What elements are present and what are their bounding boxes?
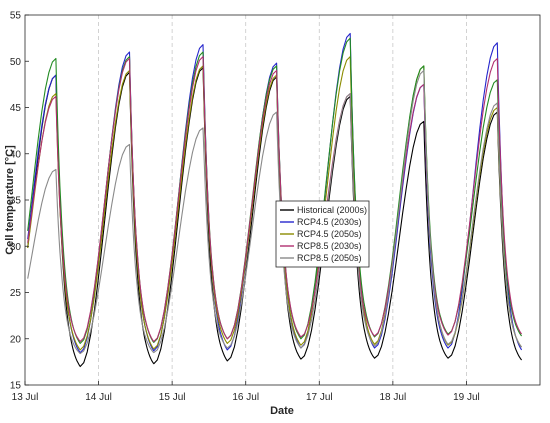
x-tick-label: 14 Jul <box>85 392 112 403</box>
legend-label: RCP8.5 (2030s) <box>297 241 362 251</box>
x-tick-label: 15 Jul <box>159 392 186 403</box>
x-axis-title: Date <box>270 405 294 417</box>
legend-label: RCP8.5 (2050s) <box>297 253 362 263</box>
y-tick-label: 30 <box>10 242 22 253</box>
x-tick-label: 17 Jul <box>306 392 333 403</box>
y-tick-label: 50 <box>10 57 22 68</box>
series-line-5 <box>27 69 523 355</box>
y-tick-label: 25 <box>10 288 22 299</box>
x-tick-label: 18 Jul <box>380 392 407 403</box>
x-tick-label: 13 Jul <box>12 392 39 403</box>
y-axis: 15 20 25 30 35 40 45 50 55 <box>10 11 29 392</box>
legend-label: Historical (2000s) <box>297 205 367 215</box>
x-axis: 13 Jul 14 Jul 15 Jul 16 Jul 17 Jul 18 Jul 19 J… <box>12 381 480 403</box>
legend-label: RCP4.5 (2050s) <box>297 229 362 239</box>
y-tick-label: 40 <box>10 149 22 160</box>
y-axis-title: Cell temperature [°C] <box>4 145 16 255</box>
y-tick-label: 55 <box>10 11 22 22</box>
legend: Historical (2000s) RCP4.5 (2030s) RCP4.5 (… <box>275 200 370 268</box>
y-tick-label: 35 <box>10 196 22 207</box>
plot-area <box>25 15 540 385</box>
y-tick-label: 15 <box>10 381 22 392</box>
grid <box>98 15 467 385</box>
x-tick-label: 19 Jul <box>453 392 480 403</box>
y-tick-label: 45 <box>10 103 22 114</box>
x-tick-label: 16 Jul <box>232 392 259 403</box>
y-tick-label: 20 <box>10 334 22 345</box>
legend-label: RCP4.5 (2030s) <box>297 217 362 227</box>
